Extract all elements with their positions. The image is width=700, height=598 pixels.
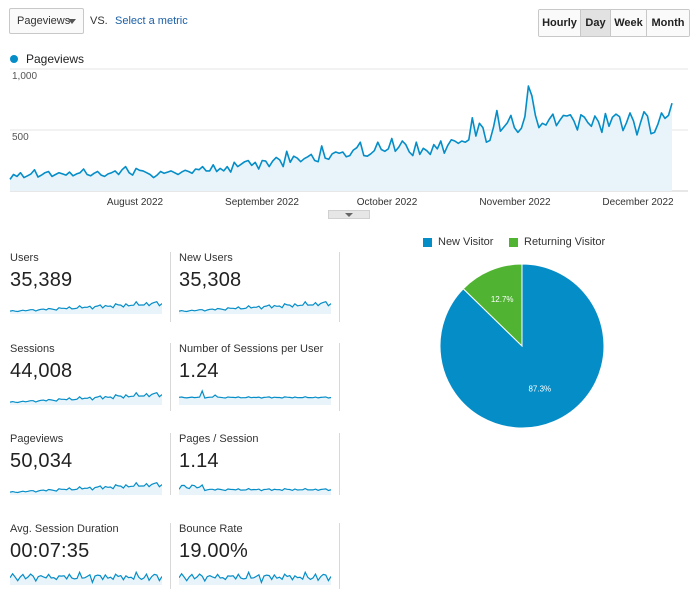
tile-value: 35,308 (179, 269, 242, 291)
pageviews-area (10, 86, 672, 191)
sparkline (179, 484, 331, 495)
y-tick-500: 500 (12, 132, 29, 143)
select-metric-link[interactable]: Select a metric (115, 15, 188, 27)
tile-value: 50,034 (10, 450, 73, 472)
pie-legend-label: Returning Visitor (524, 236, 606, 248)
tile-value: 1.24 (179, 360, 219, 382)
y-tick-1000: 1,000 (12, 71, 38, 82)
divider (170, 523, 171, 589)
divider (170, 343, 171, 411)
sparkline-area (10, 572, 162, 585)
tile-label: Bounce Rate (179, 523, 243, 535)
month-button[interactable]: Month (647, 10, 689, 36)
sparkline-line (179, 300, 331, 313)
sparkline (179, 300, 331, 314)
chevron-down-icon (68, 19, 76, 24)
metric-dropdown[interactable]: Pageviews (9, 8, 84, 34)
divider (339, 252, 340, 322)
pie-label-returning-visitor: 12.7% (491, 295, 514, 304)
tile-label: Sessions (10, 343, 55, 355)
tile-value: 1.14 (179, 450, 219, 472)
tile-users[interactable]: Users 35,389 (10, 252, 168, 327)
divider (339, 343, 340, 411)
pie-label-new-visitor: 87.3% (528, 384, 551, 393)
sparkline-line (10, 481, 162, 494)
granularity-toggle: Hourly Day Week Month (538, 9, 690, 37)
metric-dropdown-value: Pageviews (17, 15, 71, 27)
sparkline-line (10, 300, 162, 313)
chart-collapse-handle[interactable] (328, 210, 370, 219)
pageviews-line-chart (9, 68, 688, 192)
chart-legend: Pageviews (10, 52, 84, 66)
legend-dot-icon (10, 55, 18, 63)
legend-swatch-icon (509, 237, 518, 247)
x-label-aug: August 2022 (106, 197, 164, 208)
tile-pageviews[interactable]: Pageviews 50,034 (10, 433, 168, 508)
week-button[interactable]: Week (611, 10, 647, 36)
tile-label: Pageviews (10, 433, 64, 445)
pageviews-line (9, 85, 673, 180)
sparkline-area (179, 572, 331, 585)
tile-sessions-per-user[interactable]: Number of Sessions per User 1.24 (179, 343, 337, 418)
tile-bounce-rate[interactable]: Bounce Rate 19.00% (179, 523, 337, 598)
divider (170, 433, 171, 495)
tile-new-users[interactable]: New Users 35,308 (179, 252, 337, 327)
tile-pages-per-session[interactable]: Pages / Session 1.14 (179, 433, 337, 508)
tile-avg-session-duration[interactable]: Avg. Session Duration 00:07:35 (10, 523, 168, 598)
divider (339, 433, 340, 495)
tile-value: 35,389 (10, 269, 73, 291)
tile-label: Avg. Session Duration (10, 523, 119, 535)
sparkline (179, 389, 331, 405)
visitor-pie-chart: 87.3% 12.7% (439, 263, 605, 429)
tile-label: Pages / Session (179, 433, 259, 445)
chevron-down-icon (345, 213, 353, 217)
pie-slice-returning-visitor (462, 263, 523, 348)
x-label-sep: September 2022 (225, 197, 299, 208)
sparkline-line (179, 389, 331, 399)
sparkline-line (10, 570, 162, 585)
vs-label: VS. (90, 15, 108, 27)
tile-label: Users (10, 252, 39, 264)
x-label-dec: December 2022 (602, 197, 674, 208)
tile-value: 44,008 (10, 360, 73, 382)
tile-label: New Users (179, 252, 233, 264)
x-label-oct: October 2022 (356, 197, 418, 208)
tile-value: 00:07:35 (10, 540, 90, 562)
sparkline (10, 570, 162, 585)
hourly-button[interactable]: Hourly (539, 10, 581, 36)
sparkline (10, 481, 162, 495)
pie-legend-returning-visitor[interactable]: Returning Visitor (509, 236, 605, 248)
divider (339, 523, 340, 589)
pie-legend-label: New Visitor (438, 236, 494, 248)
sparkline-line (10, 391, 162, 404)
sparkline (179, 570, 331, 585)
day-button[interactable]: Day (581, 10, 611, 36)
sparkline-line (179, 484, 331, 492)
sparkline (10, 391, 162, 405)
sparkline (10, 300, 162, 314)
tile-sessions[interactable]: Sessions 44,008 (10, 343, 168, 418)
x-label-nov: November 2022 (479, 197, 551, 208)
tile-label: Number of Sessions per User (179, 343, 324, 355)
legend-label: Pageviews (26, 52, 85, 66)
tile-value: 19.00% (179, 540, 249, 562)
legend-swatch-icon (423, 237, 432, 247)
pie-legend-new-visitor[interactable]: New Visitor (423, 236, 493, 248)
sparkline-line (179, 570, 331, 585)
divider (170, 252, 171, 322)
